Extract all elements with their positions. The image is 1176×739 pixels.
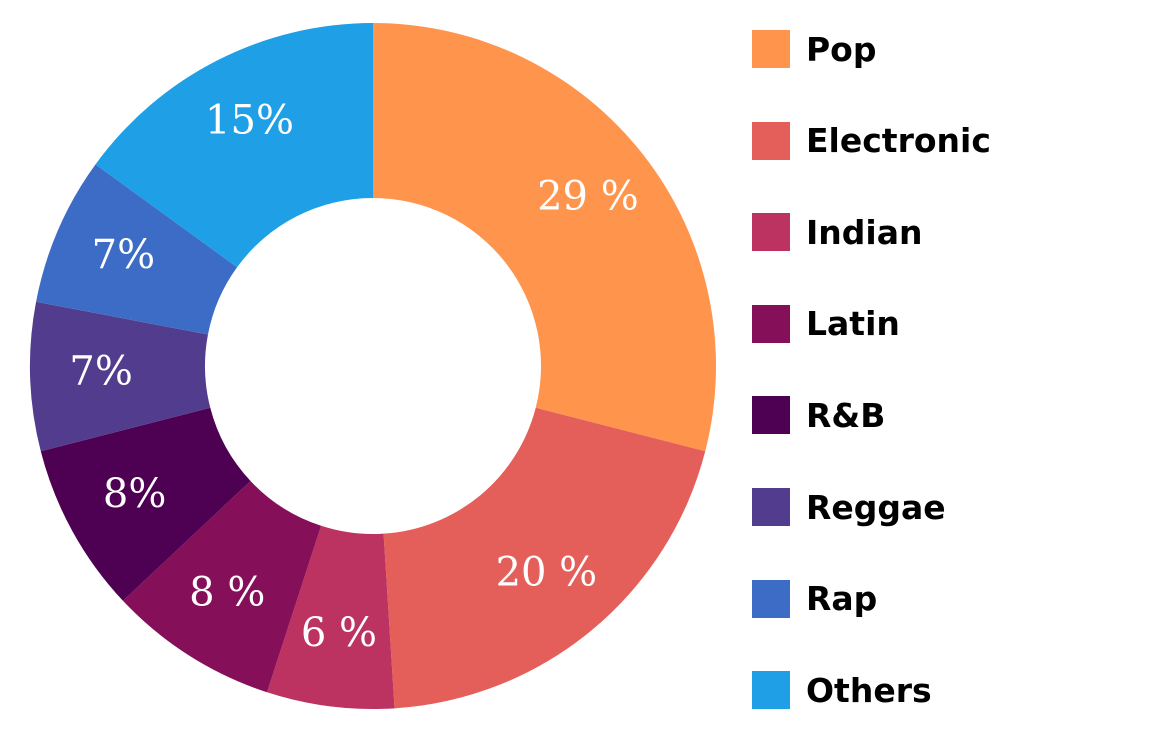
data-label-electronic: 20 %: [496, 550, 598, 596]
legend-swatch-rap: [752, 579, 790, 618]
data-label-r-b: 8%: [103, 471, 166, 517]
data-label-rap: 7%: [92, 232, 155, 278]
legend-item-electronic: Electronic: [752, 121, 991, 161]
donut-data-labels: 29 % 20 % 6 % 8 % 8% 7% 7% 15%: [69, 98, 638, 656]
legend-label-reggae: Reggae: [806, 487, 946, 527]
slice-latin: [122, 481, 322, 693]
slice-reggae: [29, 301, 211, 452]
slice-indian: [267, 525, 395, 709]
legend-label-latin: Latin: [806, 304, 900, 344]
legend-swatch-reggae: [752, 488, 790, 526]
legend-item-r-b: R&B: [752, 395, 885, 435]
legend-label-others: Others: [806, 670, 932, 710]
slice-others: [95, 23, 373, 268]
legend-swatch-r-b: [752, 396, 790, 435]
legend-label-indian: Indian: [806, 212, 923, 252]
data-label-reggae: 7%: [69, 349, 132, 395]
slice-electronic: [383, 407, 706, 709]
legend-item-others: Others: [752, 670, 932, 710]
slice-r-b: [40, 407, 251, 601]
legend-label-rap: Rap: [806, 579, 878, 619]
slice-pop: [373, 23, 717, 452]
legend-label-r-b: R&B: [806, 395, 886, 435]
donut-slices: [29, 23, 717, 709]
legend-item-rap: Rap: [752, 579, 877, 619]
data-label-pop: 29 %: [537, 173, 639, 219]
slice-rap: [36, 164, 238, 335]
data-label-others: 15%: [205, 98, 294, 144]
data-label-latin: 8 %: [189, 570, 265, 616]
data-label-indian: 6 %: [301, 610, 377, 656]
legend-swatch-indian: [752, 213, 790, 252]
chart-legend: Pop Electronic Indian Latin R&B Reggae Rap Othe…: [752, 0, 1172, 739]
legend-swatch-latin: [752, 304, 790, 343]
legend-label-pop: Pop: [806, 29, 877, 69]
legend-swatch-pop: [752, 30, 790, 68]
legend-label-electronic: Electronic: [806, 121, 991, 161]
legend-swatch-others: [752, 671, 790, 710]
legend-item-pop: Pop: [752, 29, 876, 69]
donut-chart: 29 % 20 % 6 % 8 % 8% 7% 7% 15%: [29, 23, 717, 709]
legend-item-latin: Latin: [752, 304, 900, 344]
legend-swatch-electronic: [752, 121, 790, 160]
legend-item-reggae: Reggae: [752, 487, 946, 527]
legend-item-indian: Indian: [752, 212, 922, 252]
